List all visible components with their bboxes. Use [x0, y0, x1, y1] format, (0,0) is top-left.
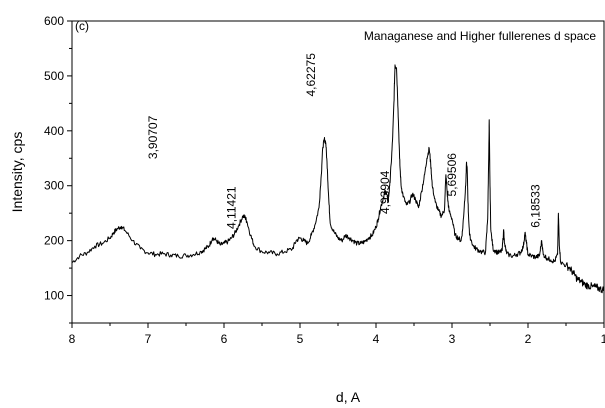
x-tick-label: 7: [145, 332, 152, 346]
x-tick-label: 4: [373, 332, 380, 346]
y-tick-label: 600: [44, 14, 64, 28]
series-line: [71, 64, 605, 294]
y-tick-label: 400: [44, 124, 64, 138]
x-tick-label: 8: [69, 332, 76, 346]
peak-annotation: 4,62275: [304, 53, 318, 97]
peak-annotation: 3,90707: [146, 115, 160, 159]
x-axis-title: d, A: [336, 389, 361, 405]
y-axis: 100 200 300 400 500 600: [44, 14, 72, 324]
x-axis: 8 7 6 5 4 3 2 1: [69, 323, 605, 346]
peak-annotation: 6,18533: [528, 184, 542, 228]
peak-annotation: 4,93904: [378, 170, 392, 214]
peak-annotation: 5,69506: [445, 153, 459, 197]
x-tick-label: 5: [297, 332, 304, 346]
plot-area: 8 7 6 5 4 3 2 1 100 200 300 400 500 600 3,90707 4,114…: [44, 14, 605, 346]
x-tick-label: 3: [449, 332, 456, 346]
chart-title: Managanese and Higher fullerenes d space: [364, 29, 596, 43]
x-tick-label: 1: [601, 332, 605, 346]
y-axis-title: Intensity, cps: [9, 132, 25, 213]
x-tick-label: 2: [525, 332, 532, 346]
y-tick-label: 300: [44, 179, 64, 193]
y-tick-label: 200: [44, 234, 64, 248]
y-tick-label: 100: [44, 289, 64, 303]
peak-annotation: 4,11421: [224, 186, 238, 229]
x-tick-label: 6: [221, 332, 228, 346]
corner-label: (c): [75, 19, 89, 33]
peak-annotations: 3,90707 4,11421 4,62275 4,93904 5,69506 6,185…: [146, 53, 542, 229]
y-tick-label: 500: [44, 69, 64, 83]
